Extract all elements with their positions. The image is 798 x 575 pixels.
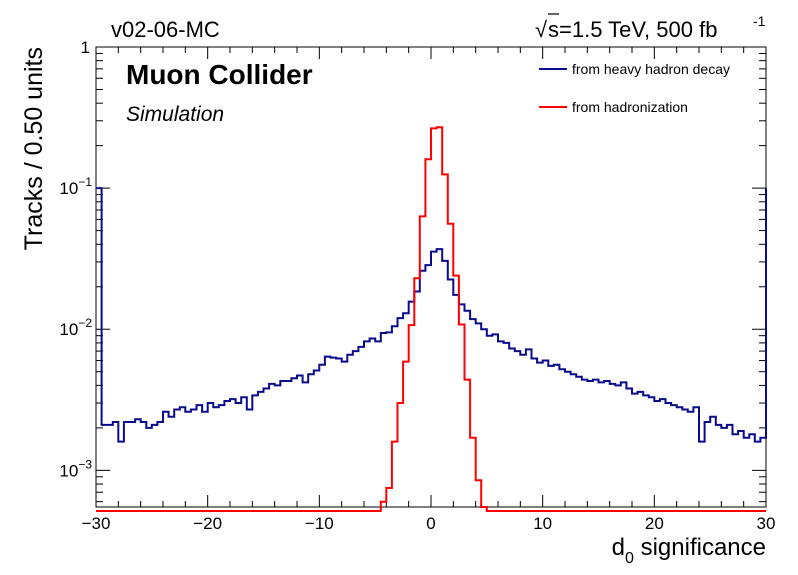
energy-lumi-label: √ s=1.5 TeV, 500 fb -1 <box>535 13 766 42</box>
x-axis-label-subscript: 0 <box>625 550 634 567</box>
x-axis-label-rest: significance <box>634 534 766 561</box>
x-tick-label: 30 <box>757 514 776 533</box>
y-major-ticks: 1 10−1 10−2 10−3 <box>59 38 766 480</box>
series-heavy-hadron-decay <box>96 187 767 443</box>
energy-lumi-exponent: -1 <box>753 13 766 29</box>
series-line <box>96 126 766 512</box>
y-minor-ticks <box>96 52 766 503</box>
legend-label-hadronization: from hadronization <box>572 99 688 115</box>
x-axis-label-text: d0 significance <box>612 534 766 567</box>
y-axis-label: Tracks / 0.50 units <box>20 47 48 250</box>
y-tick-label: 10−3 <box>59 457 92 480</box>
series-hadronization <box>96 126 766 512</box>
series-layer <box>96 126 767 512</box>
sqrt-symbol: √ <box>535 17 548 42</box>
legend: from heavy hadron decay from hadronizati… <box>539 61 730 115</box>
y-tick-label: 1 <box>81 38 90 57</box>
x-tick-label: −30 <box>82 514 111 533</box>
x-tick-label: 20 <box>645 514 664 533</box>
energy-lumi-text: s=1.5 TeV, 500 fb <box>548 17 717 42</box>
x-tick-label: 10 <box>533 514 552 533</box>
series-line <box>96 187 767 443</box>
x-tick-label: −20 <box>193 514 222 533</box>
status-label: Simulation <box>126 103 224 126</box>
legend-label-heavy-hadron: from heavy hadron decay <box>572 61 730 77</box>
y-tick-label: 10−2 <box>59 316 92 339</box>
experiment-label: Muon Collider <box>126 59 313 90</box>
y-tick-label: 10−1 <box>59 175 92 198</box>
x-axis-label: d0 significance <box>612 534 766 567</box>
x-axis-label-main: d <box>612 534 625 561</box>
header-left-label: v02-06-MC <box>111 17 220 42</box>
x-ticks: −30 −20 −10 0 10 20 30 <box>82 47 776 533</box>
x-tick-label: 0 <box>426 514 435 533</box>
x-tick-label: −10 <box>305 514 334 533</box>
